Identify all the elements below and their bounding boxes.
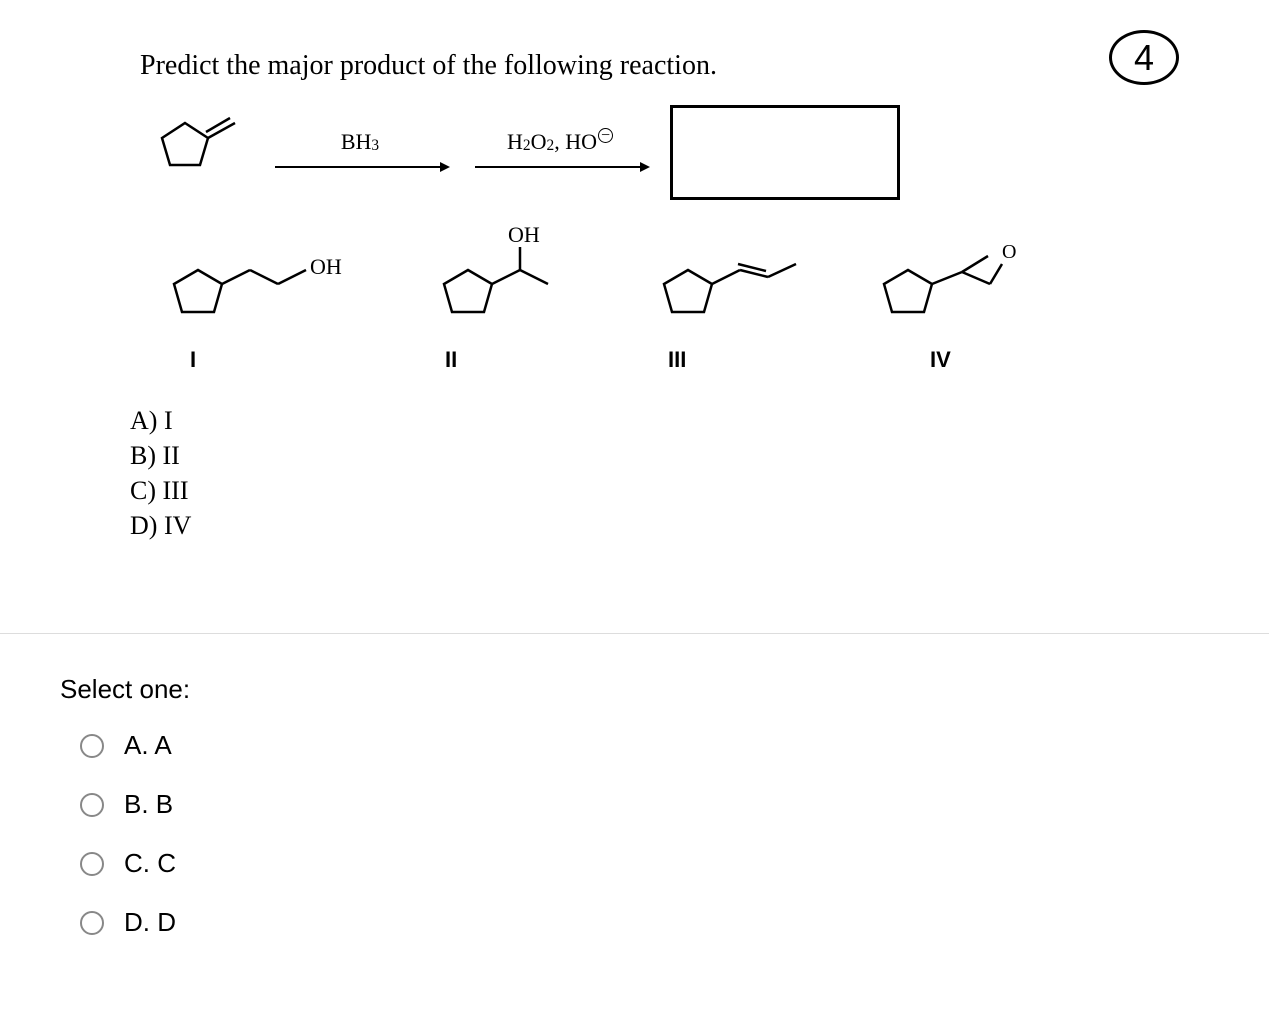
starting-material-structure — [150, 105, 260, 200]
reagent-1-label: BH3 — [341, 127, 379, 155]
oh-label-1: OH — [310, 254, 342, 279]
structure-4-svg: O — [870, 222, 1060, 332]
radio-label: A. A — [124, 730, 172, 761]
structure-choice-1: OH I — [160, 222, 430, 373]
structure-choices-row: OH I OH II III — [150, 222, 1209, 373]
radio-label: D. D — [124, 907, 176, 938]
radio-icon — [80, 734, 104, 758]
structure-choice-3: III — [650, 222, 870, 373]
radio-label: C. C — [124, 848, 176, 879]
radio-option-c[interactable]: C. C — [80, 848, 1209, 879]
annotation-number: 4 — [1134, 37, 1154, 79]
oh-label-2: OH — [508, 222, 540, 247]
structure-choice-2: OH II — [430, 222, 650, 373]
answer-list-item: D) IV — [130, 508, 1209, 543]
product-box — [670, 105, 900, 200]
answer-list-item: B) II — [130, 438, 1209, 473]
radio-option-a[interactable]: A. A — [80, 730, 1209, 761]
structure-3-svg — [650, 222, 840, 332]
negative-charge-icon: − — [598, 128, 613, 143]
select-answer-section: Select one: A. A B. B C. C D. D — [0, 674, 1269, 938]
o-label-4: O — [1002, 241, 1016, 263]
structure-1-svg: OH — [160, 222, 390, 332]
question-prompt: Predict the major product of the followi… — [140, 50, 1209, 82]
select-one-title: Select one: — [60, 674, 1209, 705]
arrow-1-icon — [270, 157, 450, 177]
structure-choice-4: O IV — [870, 222, 1070, 373]
radio-icon — [80, 793, 104, 817]
handwritten-annotation: 4 — [1109, 30, 1179, 85]
choice-label-1: I — [190, 347, 196, 373]
reagent-2-label: H2O2, HO− — [507, 127, 613, 155]
structure-2-svg: OH — [430, 222, 610, 332]
choice-label-3: III — [668, 347, 686, 373]
radio-option-b[interactable]: B. B — [80, 789, 1209, 820]
reaction-arrow-1: BH3 — [270, 127, 450, 177]
answer-list-item: A) I — [130, 403, 1209, 438]
section-divider — [0, 633, 1269, 634]
radio-icon — [80, 911, 104, 935]
radio-label: B. B — [124, 789, 173, 820]
reaction-scheme: BH3 H2O2, HO− — [150, 102, 1209, 202]
answer-list-item: C) III — [130, 473, 1209, 508]
inline-answer-list: A) I B) II C) III D) IV — [130, 403, 1209, 543]
arrow-2-icon — [470, 157, 650, 177]
choice-label-2: II — [445, 347, 457, 373]
radio-icon — [80, 852, 104, 876]
radio-option-d[interactable]: D. D — [80, 907, 1209, 938]
choice-label-4: IV — [930, 347, 951, 373]
reaction-arrow-2: H2O2, HO− — [470, 127, 650, 177]
question-container: 4 Predict the major product of the follo… — [0, 0, 1269, 583]
